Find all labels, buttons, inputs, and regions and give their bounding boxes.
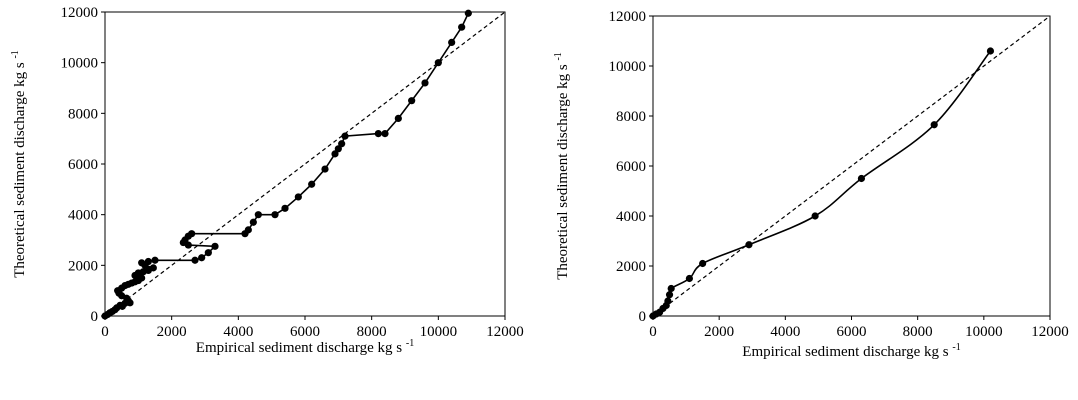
right-xtick-label: 12000 — [1031, 324, 1069, 340]
left-data-point — [244, 226, 252, 234]
left-data-point — [188, 230, 196, 238]
left-data-point — [394, 114, 402, 122]
right-xtick-label: 0 — [649, 324, 657, 340]
left-data-point — [151, 256, 159, 264]
right-y-axis-label: Theoretical sediment discharge kg s -1 — [553, 52, 571, 280]
left-data-point — [374, 130, 382, 138]
left-ytick-label: 6000 — [68, 157, 98, 173]
left-data-point — [198, 254, 206, 262]
right-data-point — [745, 241, 753, 249]
right-ytick-label: 0 — [639, 309, 647, 325]
right-ytick-label: 12000 — [609, 9, 647, 25]
left-xtick-label: 8000 — [357, 324, 387, 340]
chart-left-svg: 0 2000 4000 6000 8000 10000 12000 0 2000 4000 6000… — [10, 5, 524, 356]
right-x-axis-label: Empirical sediment discharge kg s -1 — [742, 342, 960, 360]
right-data-point — [986, 47, 995, 55]
right-xtick-label: 6000 — [837, 324, 867, 340]
left-ytick-label: 10000 — [61, 56, 99, 72]
left-data-point — [434, 59, 442, 67]
right-data-point — [857, 174, 866, 183]
left-data-point — [144, 257, 152, 266]
left-data-point — [408, 97, 416, 105]
left-data-point — [341, 132, 349, 140]
left-data-point — [381, 130, 389, 138]
left-data-point — [294, 193, 302, 201]
left-data-point — [334, 145, 342, 153]
right-xtick-label: 2000 — [704, 324, 734, 340]
left-reference-line — [104, 11, 506, 317]
left-data-point — [281, 204, 289, 212]
left-data-point — [321, 165, 329, 173]
right-series-line — [652, 50, 992, 317]
left-data-point — [448, 38, 456, 47]
left-data-point — [464, 9, 472, 17]
right-xtick-label: 8000 — [903, 324, 933, 340]
left-data-point — [271, 211, 279, 219]
right-xtick-label: 4000 — [770, 324, 800, 340]
left-xtick-label: 0 — [101, 324, 109, 340]
left-ytick-label: 4000 — [68, 208, 98, 224]
chart-right-svg: 0 2000 4000 6000 8000 10000 12000 0 2000 4000 6000… — [553, 9, 1069, 360]
right-x-axis-label-sup: -1 — [952, 342, 960, 353]
right-data-point — [685, 274, 693, 283]
left-ytick-label: 12000 — [61, 5, 99, 21]
left-x-axis-label: Empirical sediment discharge kg s -1 — [196, 338, 414, 356]
left-xtick-label: 12000 — [486, 324, 524, 340]
left-y-axis-label: Theoretical sediment discharge kg s -1 — [10, 50, 28, 278]
left-xtick-label: 4000 — [223, 324, 253, 340]
right-data-point — [665, 291, 674, 299]
left-ytick-label: 0 — [91, 309, 99, 325]
left-data-point — [204, 249, 212, 257]
left-xtick-label: 2000 — [157, 324, 187, 340]
right-data-point — [667, 284, 675, 293]
left-data-point — [191, 256, 199, 264]
right-y-axis-label-sup: -1 — [553, 52, 564, 60]
left-ytick-label: 2000 — [68, 258, 98, 274]
left-ytick-label: 8000 — [68, 106, 98, 122]
left-data-point — [308, 180, 316, 188]
left-data-point — [149, 264, 157, 272]
right-ytick-label: 4000 — [616, 209, 646, 225]
left-data-point — [331, 150, 339, 158]
right-ytick-label: 10000 — [609, 59, 647, 75]
chart-right: 0 2000 4000 6000 8000 10000 12000 0 2000 4000 6000… — [540, 0, 1078, 395]
right-data-point — [699, 259, 707, 268]
right-ytick-label: 8000 — [616, 109, 646, 125]
left-data-point — [138, 259, 146, 267]
right-data-point — [811, 212, 819, 220]
right-reference-line — [652, 15, 1051, 317]
left-data-point — [458, 23, 466, 31]
left-data-point — [249, 218, 257, 226]
right-ytick-label: 6000 — [616, 159, 646, 175]
left-y-axis-label-sup: -1 — [10, 50, 21, 58]
left-xtick-label: 10000 — [420, 324, 458, 340]
right-ytick-label: 2000 — [616, 259, 646, 275]
left-series-line — [104, 12, 470, 317]
left-xtick-label: 6000 — [290, 324, 320, 340]
left-data-point — [211, 242, 219, 250]
chart-left: 0 2000 4000 6000 8000 10000 12000 0 2000 4000 6000… — [0, 0, 540, 395]
left-x-axis-label-sup: -1 — [406, 338, 414, 349]
right-data-point — [930, 121, 938, 129]
left-data-point — [254, 211, 262, 219]
left-data-point — [421, 79, 429, 87]
right-data-point — [664, 297, 672, 305]
left-data-point — [338, 140, 346, 148]
right-xtick-label: 10000 — [965, 324, 1003, 340]
